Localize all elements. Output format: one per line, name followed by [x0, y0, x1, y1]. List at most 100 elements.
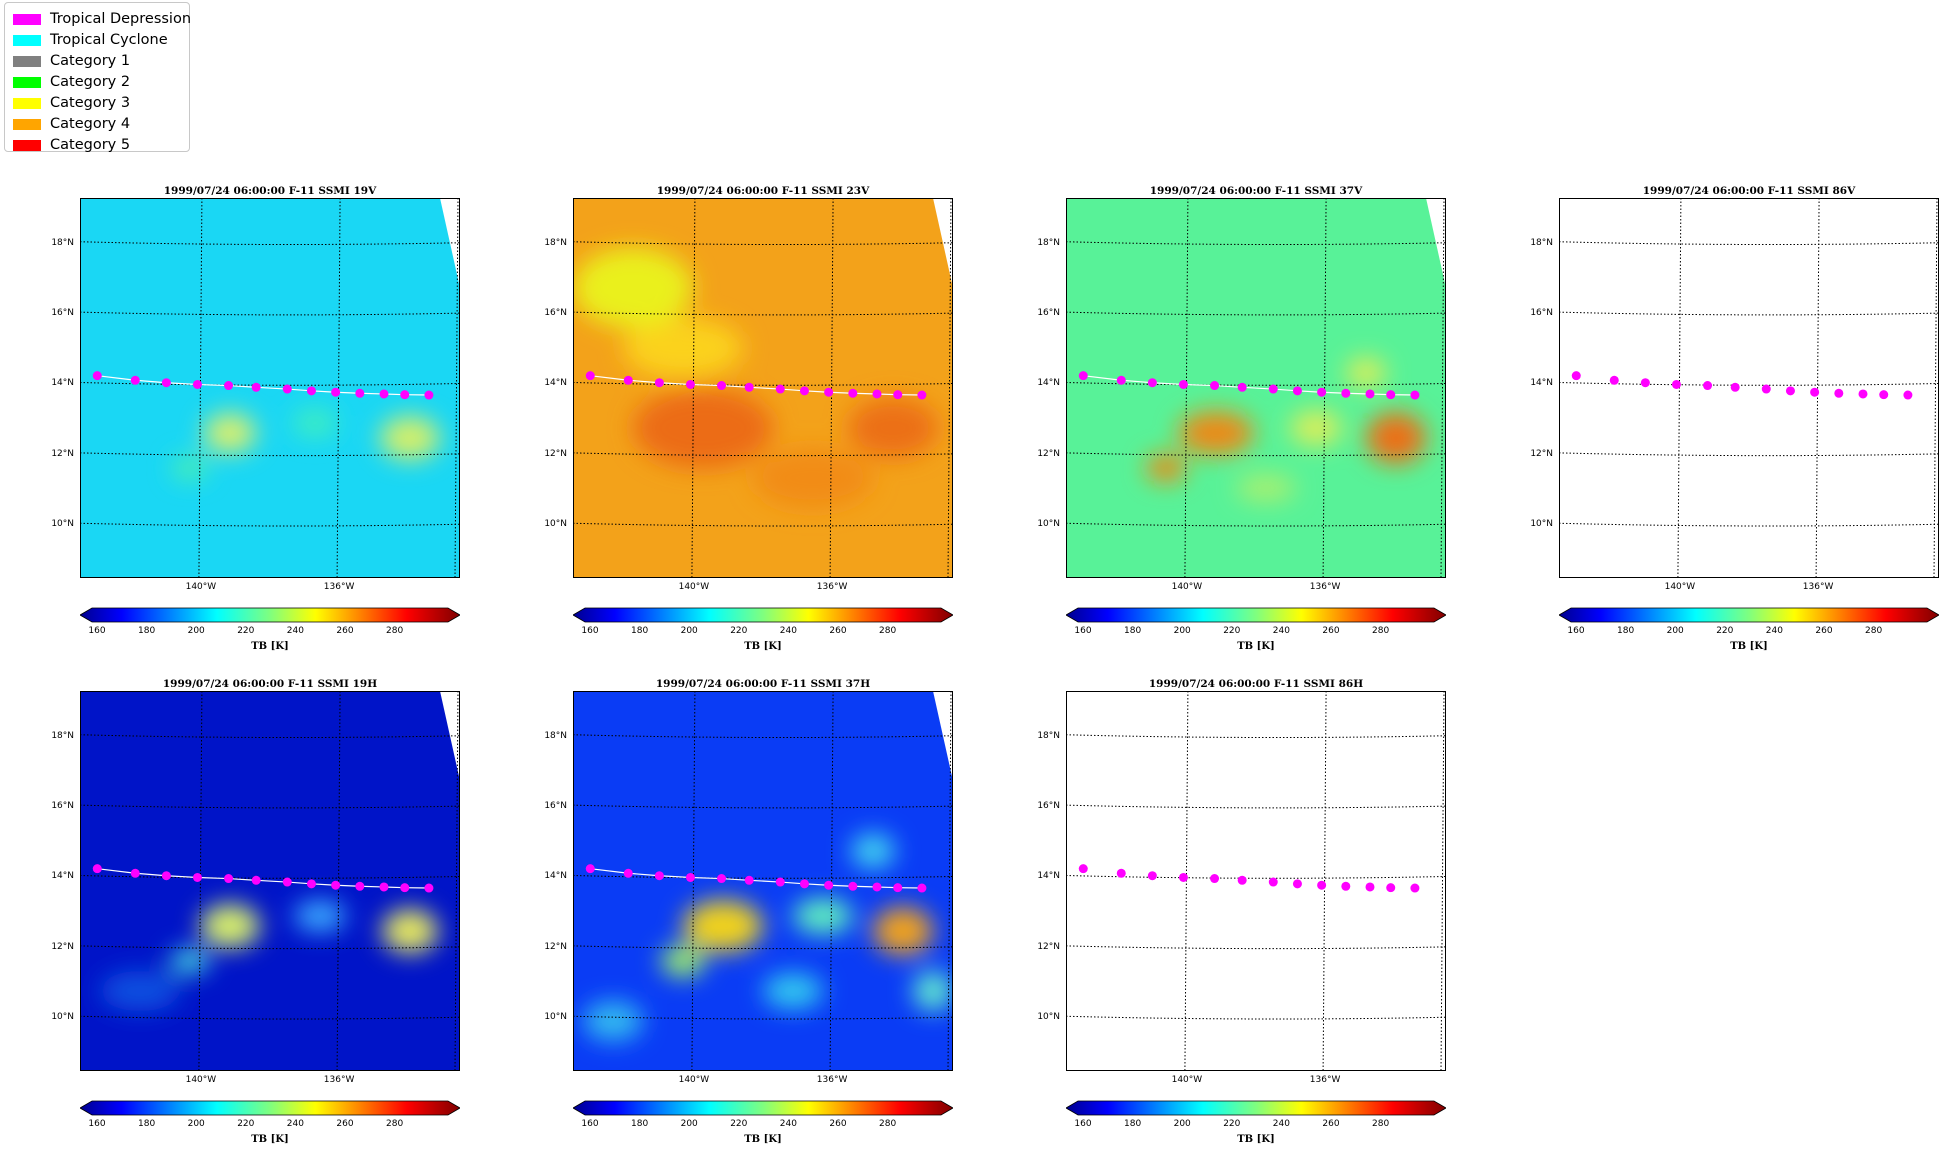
parallel-line: [573, 1015, 953, 1020]
lat-label: 14°N: [1037, 871, 1060, 882]
tb-blob: [293, 409, 337, 437]
map-border: [1066, 198, 1446, 578]
parallel-line: [80, 241, 460, 246]
tb-blob: [873, 907, 933, 955]
colorbar-tick-label: 160: [581, 626, 599, 636]
legend-label: Category 5: [50, 137, 131, 153]
colorbar-tick-label: 240: [286, 626, 304, 636]
tb-blob: [1178, 411, 1254, 455]
tb-blob: [294, 900, 346, 932]
meridian-line: [198, 691, 203, 1071]
track-point: [1730, 382, 1740, 392]
track-point: [1671, 379, 1681, 389]
map-frame: [573, 198, 953, 578]
track-point: [1410, 390, 1420, 400]
tb-blob: [1146, 454, 1186, 482]
colorbar-gradient: [1065, 1100, 1447, 1116]
track-point: [1147, 378, 1157, 388]
tb-blob: [661, 945, 705, 977]
tb-blob: [100, 971, 180, 1011]
colorbar-tick-label: 200: [1173, 626, 1191, 636]
storm-category-legend: Tropical Depression Tropical Cyclone Cat…: [4, 2, 191, 154]
lat-label: 10°N: [51, 519, 74, 530]
lat-label: 10°N: [544, 1012, 567, 1023]
track-point: [1365, 882, 1375, 892]
track-point: [224, 874, 234, 884]
map-frame: [1559, 198, 1939, 578]
track-point: [585, 864, 595, 874]
swath-gap: [440, 691, 460, 781]
colorbar-tick-label: 160: [88, 626, 106, 636]
panel-h19: 1999/07/24 06:00:00 F-11 SSMI 19H 18°N 16°…: [0, 678, 461, 1168]
parallel-line: [80, 452, 460, 457]
track-point: [92, 864, 102, 874]
track-point: [331, 387, 341, 397]
colorbar-tick-label: 240: [779, 1119, 797, 1129]
legend-item-category-4: Category 4: [13, 115, 130, 133]
track-point: [744, 382, 754, 392]
legend-item-tropical-depression: Tropical Depression: [13, 10, 191, 28]
colorbar-gradient: [572, 1100, 954, 1116]
swath-gap: [933, 198, 953, 288]
legend-label: Category 1: [50, 53, 131, 69]
map-svg: [1559, 198, 1939, 578]
lat-label: 12°N: [544, 941, 567, 952]
tb-blob: [172, 456, 208, 480]
track-point: [685, 379, 695, 389]
map-svg: [80, 691, 460, 1071]
tb-blob: [633, 388, 773, 468]
map-border: [573, 691, 953, 1071]
map-border: [80, 198, 460, 578]
parallel-line: [80, 945, 460, 950]
parallel-line: [80, 522, 460, 527]
meridian-line: [1184, 198, 1189, 578]
tb-blob: [1290, 410, 1342, 446]
track-point: [775, 877, 785, 887]
track-point: [424, 883, 434, 893]
map-border: [1559, 198, 1939, 578]
meridian-line: [336, 198, 341, 578]
track-point: [1292, 879, 1302, 889]
colorbar-tick-label: 220: [1223, 1119, 1241, 1129]
colorbar-gradient: [1558, 607, 1940, 623]
colorbar-tick-label: 280: [879, 626, 897, 636]
colorbar: 160 180 200 220 240 260 280 TB [K]: [572, 607, 954, 652]
lat-label: 18°N: [544, 730, 567, 741]
track-point: [1078, 864, 1088, 874]
legend-label: Category 4: [50, 116, 131, 132]
lat-label: 18°N: [1037, 730, 1060, 741]
swath-gap: [1426, 198, 1446, 288]
colorbar-tick-label: 160: [581, 1119, 599, 1129]
track-point: [1237, 382, 1247, 392]
parallel-line: [80, 874, 460, 879]
colorbar-tick-label: 180: [138, 1119, 156, 1129]
map-frame: [1066, 691, 1446, 1071]
legend-item-category-2: Category 2: [13, 73, 130, 91]
lon-label: 136°W: [1309, 582, 1341, 592]
colorbar-tick-label: 260: [1322, 1119, 1340, 1129]
legend-item-category-5: Category 5: [13, 136, 130, 154]
tb-blob: [623, 318, 743, 378]
colorbar-svg: [572, 1100, 954, 1116]
colorbar-tick-label: 220: [1223, 626, 1241, 636]
track-point: [282, 384, 292, 394]
legend-label: Category 2: [50, 74, 131, 90]
meridian-line: [1933, 198, 1938, 578]
track-point: [1341, 881, 1351, 891]
colorbar-tick-label: 220: [730, 1119, 748, 1129]
map-frame: [80, 691, 460, 1071]
track-point: [92, 371, 102, 381]
track-point: [192, 379, 202, 389]
parallel-line: [1066, 311, 1446, 316]
parallel-line: [1066, 1015, 1446, 1020]
lat-label: 16°N: [544, 308, 567, 319]
lat-label: 18°N: [544, 237, 567, 248]
tb-blob: [204, 413, 256, 453]
lat-label: 14°N: [51, 378, 74, 389]
parallel-line: [1559, 241, 1939, 246]
lon-label: 140°W: [678, 582, 710, 592]
colorbar-svg: [1065, 607, 1447, 623]
colorbar-tick-label: 160: [1074, 626, 1092, 636]
track-point: [1879, 390, 1889, 400]
map-svg: [573, 691, 953, 1071]
